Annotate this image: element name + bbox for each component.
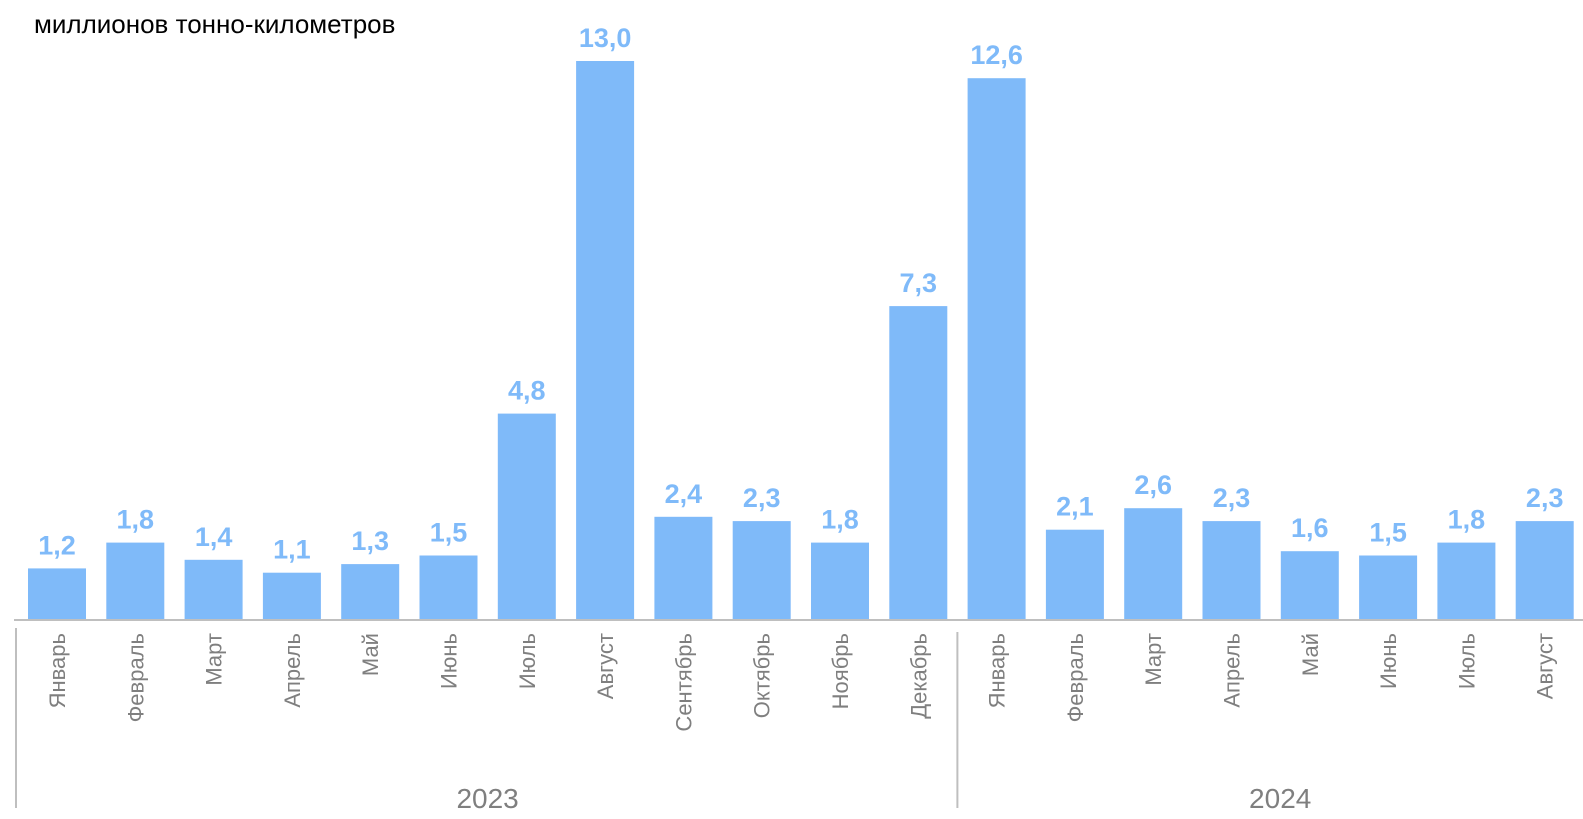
bar-19: [1437, 542, 1496, 620]
year-labels-group: 2023 2024: [456, 783, 1311, 814]
bar-1: [28, 568, 86, 620]
bar-18: [1359, 555, 1418, 620]
bar-11: [811, 542, 869, 620]
data-label-11: 1,8: [821, 505, 859, 535]
month-label-17: Май: [1298, 633, 1323, 676]
bar-12: [889, 306, 948, 620]
month-label-19: Июль: [1454, 633, 1479, 689]
bars-group: [28, 61, 1574, 620]
month-label-12: Декабрь: [906, 633, 931, 719]
data-label-17: 1,6: [1291, 513, 1329, 543]
month-label-6: Июнь: [437, 633, 462, 689]
month-label-4: Апрель: [280, 633, 305, 708]
bar-2: [106, 542, 165, 620]
data-label-4: 1,1: [273, 535, 311, 565]
bar-6: [419, 555, 478, 620]
month-labels-group: Январь Февраль Март Апрель Май Июнь Июль Август…: [45, 633, 1558, 732]
data-label-19: 1,8: [1448, 505, 1486, 535]
data-label-2: 1,8: [117, 505, 155, 535]
data-label-6: 1,5: [430, 518, 468, 548]
month-label-1: Январь: [45, 633, 70, 708]
data-label-9: 2,4: [665, 479, 703, 509]
data-label-14: 2,1: [1056, 492, 1094, 522]
bar-17: [1280, 551, 1339, 620]
year-label-2023: 2023: [456, 783, 518, 814]
month-label-11: Ноябрь: [828, 633, 853, 709]
month-label-14: Февраль: [1063, 633, 1088, 722]
data-label-8: 13,0: [579, 23, 632, 53]
bar-3: [184, 559, 243, 620]
month-label-7: Июль: [515, 633, 540, 689]
bar-13: [967, 78, 1026, 620]
x-axis: [14, 619, 1583, 808]
data-label-3: 1,4: [195, 522, 233, 552]
month-label-5: Май: [358, 633, 383, 676]
bar-5: [341, 564, 400, 620]
data-label-16: 2,3: [1213, 483, 1251, 513]
data-label-20: 2,3: [1526, 483, 1564, 513]
data-label-7: 4,8: [508, 376, 546, 406]
data-label-18: 1,5: [1369, 518, 1407, 548]
bar-10: [732, 521, 791, 620]
unit-label: миллионов тонно-километров: [34, 9, 395, 39]
month-label-18: Июнь: [1376, 633, 1401, 689]
month-label-8: Август: [593, 633, 618, 699]
month-label-13: Январь: [985, 633, 1010, 708]
month-label-20: Август: [1533, 633, 1558, 699]
month-label-15: Март: [1141, 633, 1166, 686]
month-label-16: Апрель: [1220, 633, 1245, 708]
value-labels-group: 1,2 1,8 1,4 1,1 1,3 1,5 4,8 13,0 2,4 2,3 1,8 7,3 12,…: [38, 23, 1563, 565]
bar-8: [576, 61, 635, 620]
bar-15: [1124, 508, 1183, 620]
month-label-10: Октябрь: [750, 633, 775, 718]
bar-20: [1515, 521, 1574, 620]
bar-4: [262, 572, 321, 620]
month-label-3: Март: [202, 633, 227, 686]
data-label-1: 1,2: [38, 530, 76, 560]
data-label-12: 7,3: [900, 268, 938, 298]
month-label-2: Февраль: [123, 633, 148, 722]
bar-7: [497, 413, 556, 620]
data-label-13: 12,6: [970, 40, 1023, 70]
month-label-9: Сентябрь: [671, 633, 696, 732]
data-label-10: 2,3: [743, 483, 781, 513]
bar-9: [654, 516, 713, 620]
bar-14: [1045, 529, 1104, 620]
bar-16: [1202, 521, 1261, 620]
year-label-2024: 2024: [1249, 783, 1311, 814]
data-label-5: 1,3: [351, 526, 389, 556]
data-label-15: 2,6: [1134, 470, 1172, 500]
